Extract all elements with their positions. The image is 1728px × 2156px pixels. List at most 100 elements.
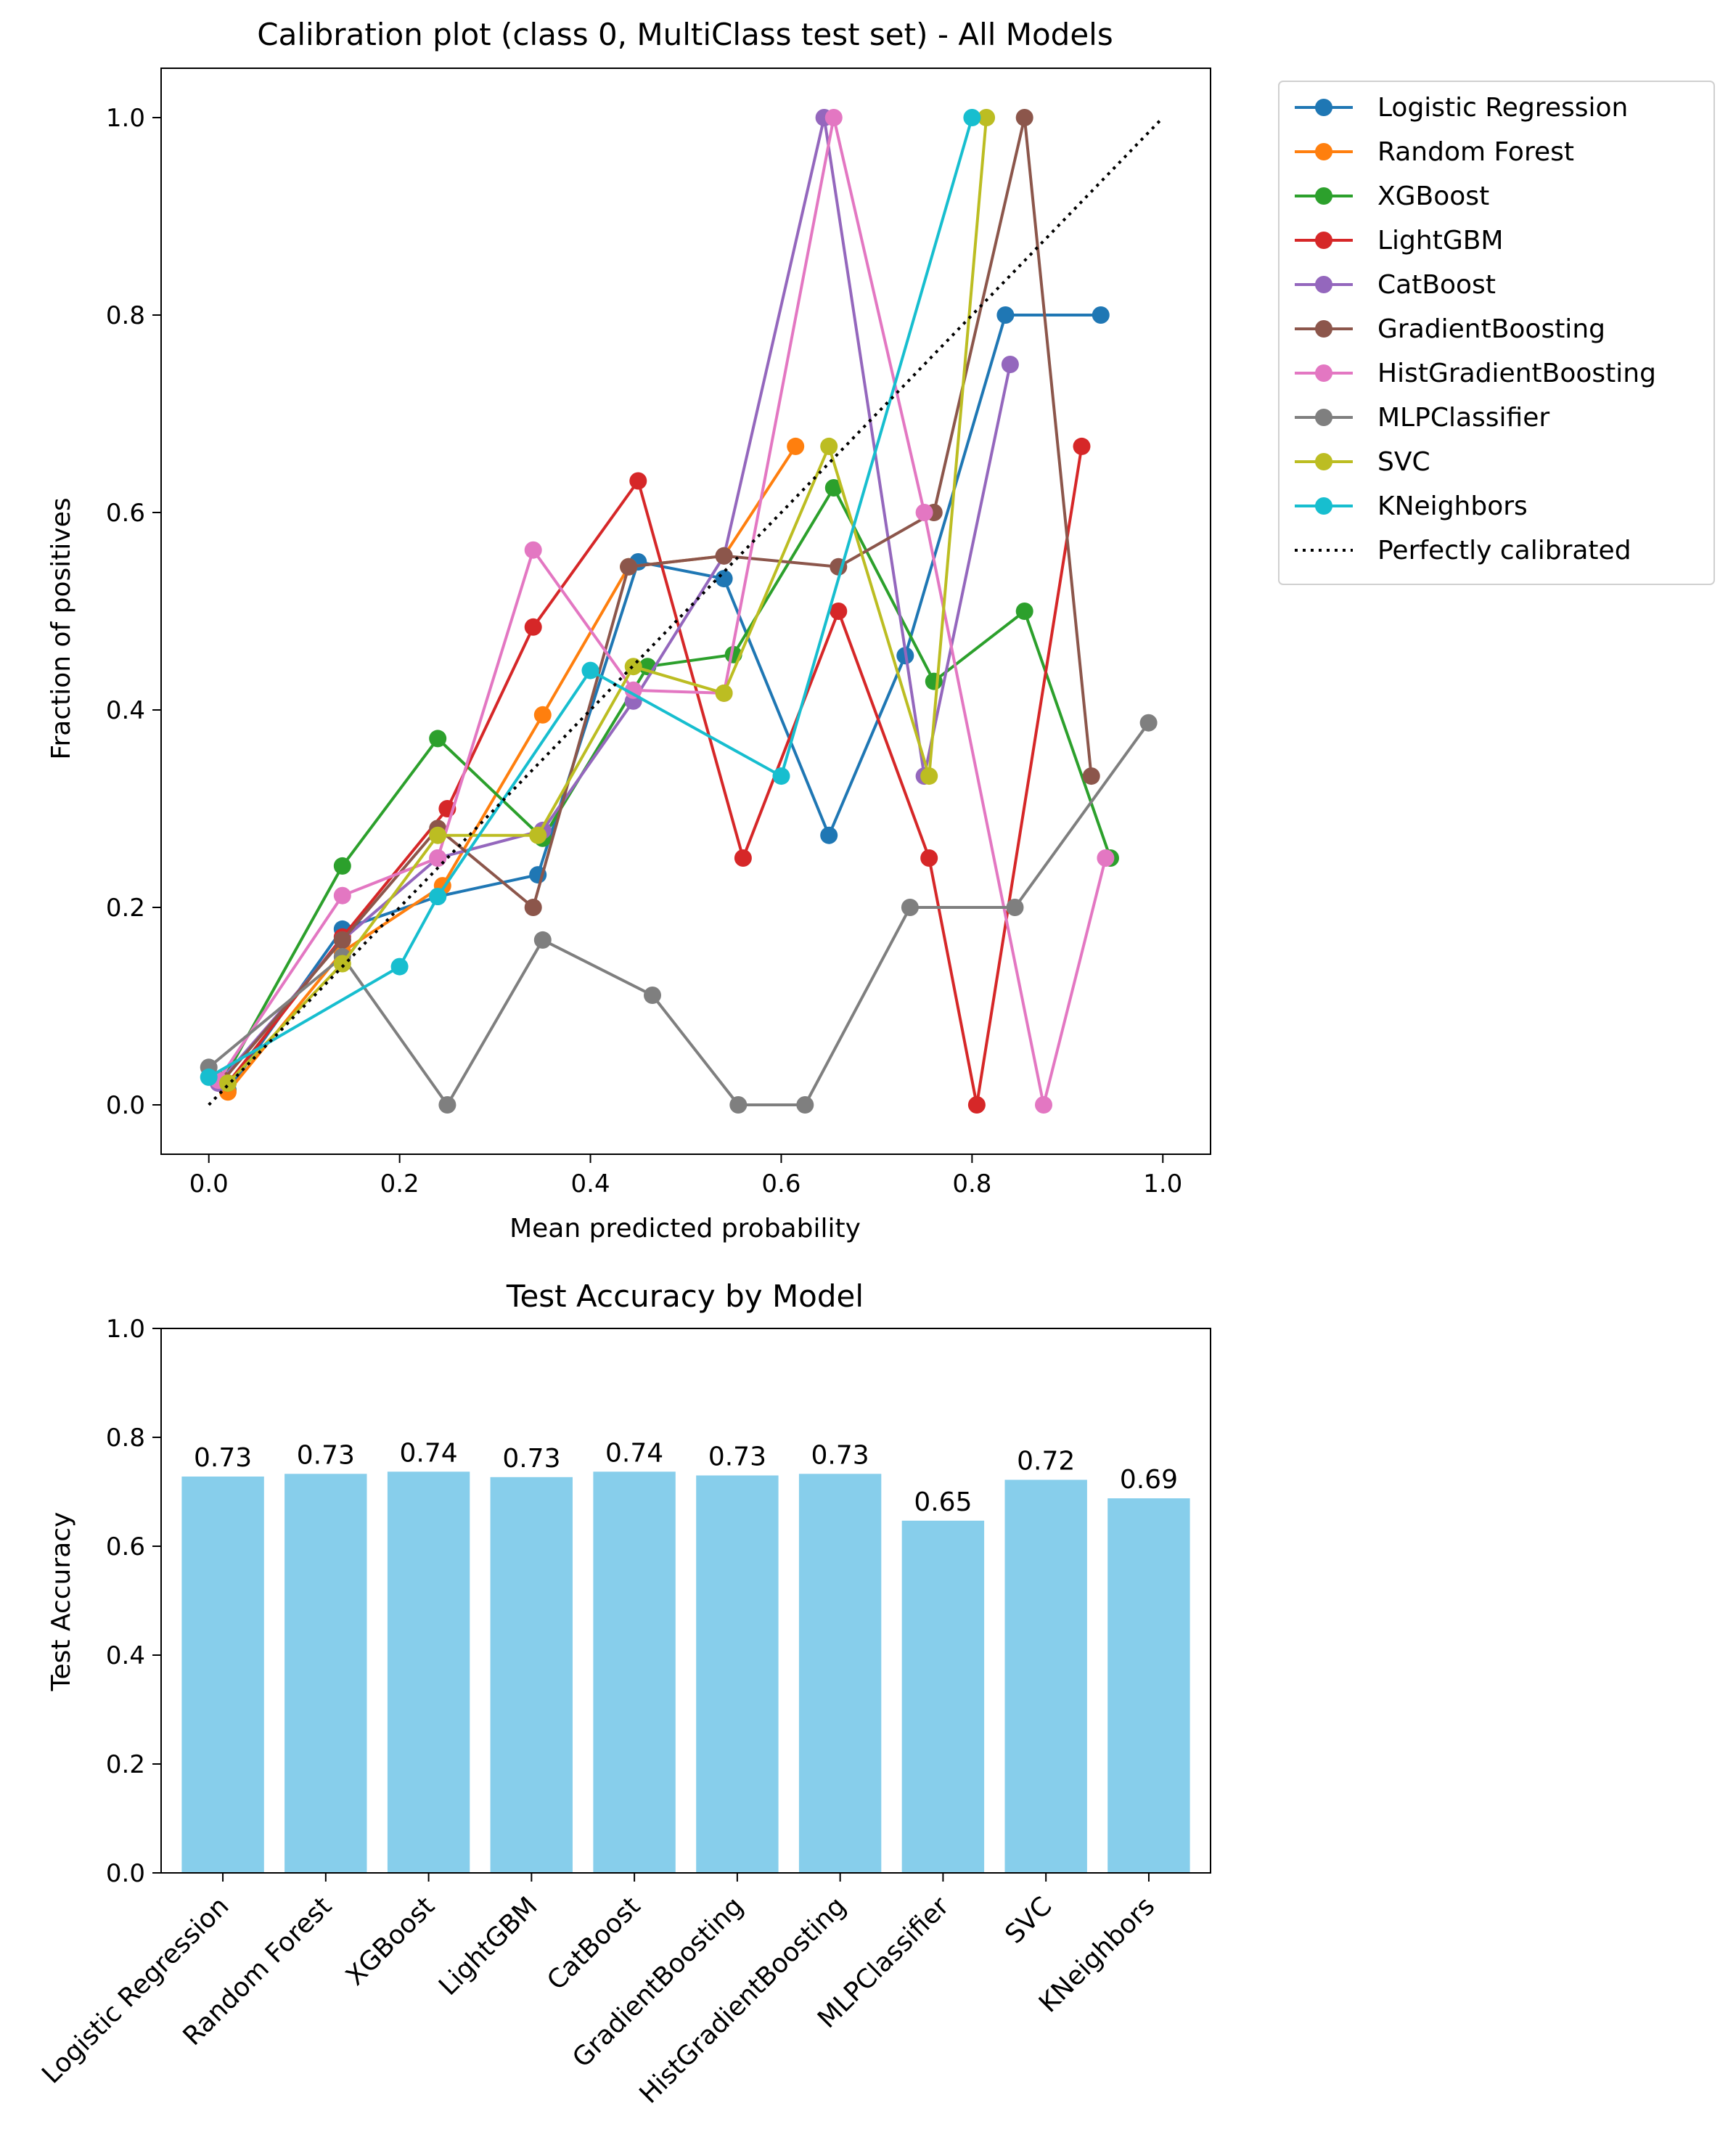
x-tick-label: 0.4 [571, 1169, 610, 1199]
point-svc-8 [978, 109, 996, 126]
y-tick-label: 0.6 [106, 1532, 145, 1561]
legend-item-perfectly-calibrated: Perfectly calibrated [1295, 536, 1631, 565]
point-kneighbors-0 [200, 1068, 218, 1086]
legend-item-mlpclassifier: MLPClassifier [1295, 403, 1549, 433]
point-mlpclassifier-8 [1006, 899, 1024, 916]
y-tick-label: 1.0 [106, 1315, 145, 1344]
point-logistic-regression-5 [715, 570, 733, 588]
point-svc-0 [219, 1074, 237, 1093]
point-svc-2 [429, 826, 447, 844]
y-tick-label: 0.8 [106, 1424, 145, 1453]
bar-value-label: 0.73 [811, 1440, 869, 1470]
bar-random-forest [284, 1474, 367, 1874]
legend-marker [1315, 364, 1332, 382]
point-logistic-regression-9 [1092, 306, 1110, 324]
point-gradientboosting-9 [1082, 767, 1100, 785]
legend-label: GradientBoosting [1377, 314, 1605, 344]
bar-value-label: 0.72 [1017, 1447, 1075, 1477]
point-gradientboosting-4 [620, 558, 638, 576]
point-random-forest-3 [533, 706, 552, 724]
x-tick-label: 1.0 [1143, 1169, 1182, 1199]
y-tick-label: 0.2 [106, 1750, 145, 1779]
bar-value-label: 0.73 [297, 1440, 355, 1470]
legend-item-kneighbors: KNeighbors [1295, 491, 1528, 521]
bar-value-label: 0.74 [605, 1438, 663, 1468]
y-tick-label: 0.2 [106, 894, 145, 923]
bar-lightgbm [490, 1477, 573, 1874]
point-catboost-8 [1001, 356, 1019, 373]
legend-item-logistic-regression: Logistic Regression [1295, 93, 1628, 123]
legend-label: HistGradientBoosting [1377, 359, 1656, 388]
legend-label: CatBoost [1377, 270, 1496, 300]
legend-item-gradientboosting: GradientBoosting [1295, 314, 1605, 344]
legend-item-histgradientboosting: HistGradientBoosting [1295, 359, 1656, 388]
legend-frame [1278, 81, 1715, 585]
calibration-plot-area: 0.0 0.2 0.4 0.6 0.8 1.0 0.0 0.2 0.4 0.6 0.8 1.0 [106, 68, 1211, 1199]
point-kneighbors-3 [581, 661, 599, 679]
point-svc-3 [529, 826, 547, 844]
series-line-gradientboosting [221, 116, 1093, 1082]
legend-item-lightgbm: LightGBM [1295, 226, 1504, 256]
point-svc-7 [920, 767, 938, 785]
legend-item-xgboost: XGBoost [1295, 181, 1489, 211]
point-lightgbm-4 [629, 472, 647, 490]
legend-label: MLPClassifier [1377, 403, 1549, 433]
point-gradientboosting-8 [1015, 109, 1033, 126]
x-tick-label: 0.8 [952, 1169, 991, 1199]
legend-marker [1315, 99, 1332, 116]
bar-histgradientboosting [798, 1474, 882, 1874]
point-histgradientboosting-6 [824, 109, 843, 126]
legend-marker [1315, 320, 1332, 338]
point-mlpclassifier-7 [901, 899, 919, 916]
point-histgradientboosting-8 [1035, 1096, 1052, 1114]
point-histgradientboosting-3 [524, 541, 542, 559]
point-svc-5 [715, 684, 733, 702]
bar-value-label: 0.73 [194, 1443, 252, 1473]
point-xgboost-2 [429, 730, 447, 748]
point-mlpclassifier-9 [1139, 714, 1158, 732]
point-mlpclassifier-3 [533, 931, 552, 949]
point-xgboost-1 [333, 857, 351, 875]
series-line-perfectly-calibrated [208, 116, 1164, 1106]
point-kneighbors-4 [772, 767, 790, 785]
calibration-x-label: Mean predicted probability [509, 1214, 861, 1244]
series-perfectly-calibrated [208, 116, 1164, 1106]
legend-marker [1315, 497, 1332, 515]
bar-value-label: 0.73 [708, 1442, 766, 1472]
calibration-legend: Logistic Regression Random Forest XGBoost L… [1278, 81, 1715, 585]
legend-marker [1315, 187, 1332, 205]
series-line-mlpclassifier [208, 722, 1150, 1106]
legend-item-random-forest: Random Forest [1295, 137, 1574, 167]
y-tick-label: 0.4 [106, 696, 145, 725]
point-kneighbors-1 [390, 957, 409, 976]
point-xgboost-7 [925, 672, 943, 690]
series-kneighbors [200, 109, 981, 1086]
point-gradientboosting-3 [524, 899, 542, 916]
legend-label: LightGBM [1377, 226, 1504, 256]
legend-item-svc: SVC [1295, 447, 1430, 477]
point-lightgbm-3 [524, 618, 542, 636]
series-line-histgradientboosting [217, 116, 1107, 1106]
point-mlpclassifier-4 [644, 987, 661, 1004]
y-tick-label: 1.0 [106, 104, 145, 133]
legend-item-catboost: CatBoost [1295, 270, 1496, 300]
bar-gradientboosting [696, 1475, 779, 1873]
point-kneighbors-5 [963, 109, 981, 126]
point-lightgbm-5 [734, 849, 752, 867]
point-mlpclassifier-2 [438, 1096, 456, 1114]
point-logistic-regression-6 [820, 826, 838, 844]
point-svc-6 [820, 437, 838, 455]
bar-kneighbors [1107, 1498, 1190, 1873]
series-gradientboosting [214, 109, 1100, 1089]
y-tick-label: 0.6 [106, 499, 145, 528]
point-lightgbm-7 [920, 849, 938, 867]
legend-label: KNeighbors [1377, 491, 1528, 521]
point-histgradientboosting-1 [333, 886, 351, 905]
legend-marker [1315, 409, 1332, 426]
legend-marker [1315, 232, 1332, 249]
x-tick-label: 0.0 [189, 1169, 229, 1199]
bar-catboost [593, 1471, 676, 1874]
bar-mlpclassifier [901, 1520, 985, 1874]
point-lightgbm-6 [830, 603, 848, 620]
